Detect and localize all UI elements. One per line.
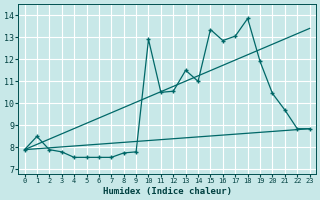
- X-axis label: Humidex (Indice chaleur): Humidex (Indice chaleur): [103, 187, 232, 196]
